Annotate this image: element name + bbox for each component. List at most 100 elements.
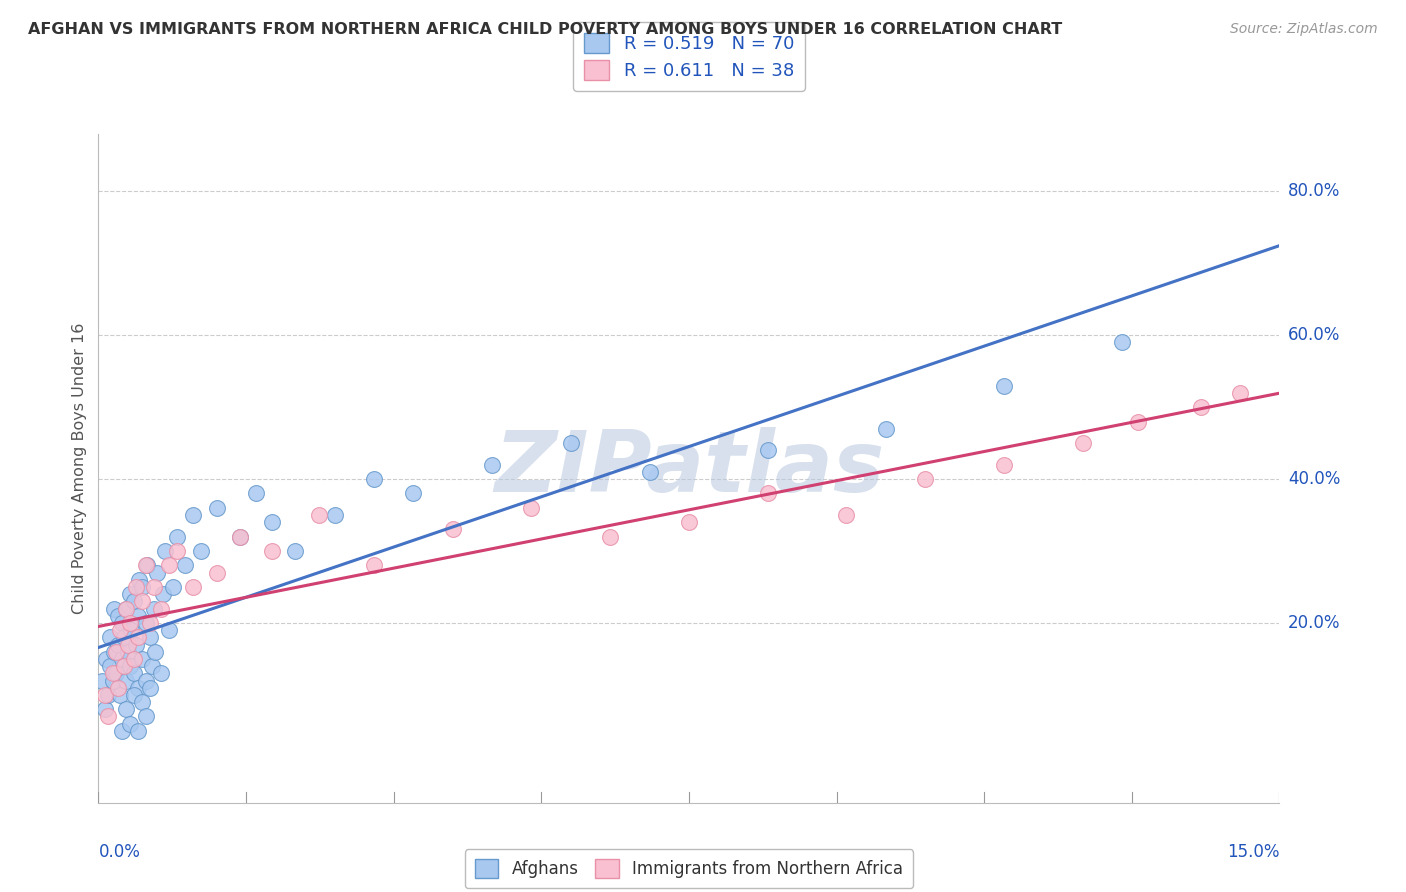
Text: 40.0%: 40.0% — [1288, 470, 1340, 488]
Point — [1111, 335, 1133, 350]
Point — [481, 458, 503, 472]
Point — [205, 500, 228, 515]
Point — [97, 688, 120, 702]
Point — [131, 580, 153, 594]
Point — [135, 673, 157, 688]
Point — [121, 623, 143, 637]
Point — [1071, 436, 1094, 450]
Point — [128, 573, 150, 587]
Point — [143, 645, 166, 659]
Point — [402, 486, 425, 500]
Point — [560, 436, 582, 450]
Point — [441, 523, 464, 537]
Point — [104, 645, 127, 659]
Point — [122, 652, 145, 666]
Point — [125, 638, 148, 652]
Point — [103, 601, 125, 615]
Point — [97, 709, 120, 723]
Point — [91, 673, 114, 688]
Point — [162, 580, 184, 594]
Point — [363, 558, 385, 573]
Point — [115, 601, 138, 615]
Point — [127, 723, 149, 738]
Point — [110, 623, 132, 637]
Point — [875, 422, 897, 436]
Point — [166, 530, 188, 544]
Point — [638, 465, 661, 479]
Text: 80.0%: 80.0% — [1288, 182, 1340, 201]
Point — [101, 666, 124, 681]
Point — [138, 681, 160, 695]
Point — [678, 515, 700, 529]
Point — [131, 652, 153, 666]
Y-axis label: Child Poverty Among Boys Under 16: Child Poverty Among Boys Under 16 — [72, 323, 87, 614]
Point — [205, 566, 228, 580]
Point — [155, 544, 177, 558]
Text: AFGHAN VS IMMIGRANTS FROM NORTHERN AFRICA CHILD POVERTY AMONG BOYS UNDER 16 CORR: AFGHAN VS IMMIGRANTS FROM NORTHERN AFRIC… — [28, 22, 1063, 37]
Point — [127, 681, 149, 695]
Point — [96, 652, 118, 666]
Point — [914, 472, 936, 486]
Point — [157, 623, 180, 637]
Text: 0.0%: 0.0% — [98, 843, 141, 861]
Text: 60.0%: 60.0% — [1288, 326, 1340, 344]
Point — [111, 652, 134, 666]
Point — [118, 659, 141, 673]
Point — [993, 458, 1015, 472]
Point — [152, 587, 174, 601]
Point — [111, 615, 134, 630]
Point — [135, 615, 157, 630]
Point — [98, 659, 121, 673]
Point — [260, 544, 283, 558]
Point — [107, 681, 129, 695]
Point — [363, 472, 385, 486]
Text: 15.0%: 15.0% — [1227, 843, 1279, 861]
Point — [993, 378, 1015, 392]
Point — [111, 723, 134, 738]
Point — [101, 673, 124, 688]
Point — [122, 594, 145, 608]
Point — [166, 544, 188, 558]
Point — [122, 688, 145, 702]
Point — [110, 688, 132, 702]
Point — [229, 530, 252, 544]
Point — [127, 608, 149, 623]
Text: Source: ZipAtlas.com: Source: ZipAtlas.com — [1230, 22, 1378, 37]
Point — [229, 530, 252, 544]
Point — [135, 558, 157, 573]
Point — [142, 580, 165, 594]
Point — [135, 709, 157, 723]
Point — [150, 666, 173, 681]
Point — [117, 645, 139, 659]
Point — [118, 587, 141, 601]
Point — [107, 608, 129, 623]
Point — [127, 631, 149, 645]
Point — [136, 558, 159, 573]
Point — [174, 558, 197, 573]
Point — [107, 638, 129, 652]
Legend: Afghans, Immigrants from Northern Africa: Afghans, Immigrants from Northern Africa — [465, 849, 912, 888]
Point — [520, 500, 543, 515]
Point — [115, 702, 138, 716]
Point — [131, 695, 153, 709]
Point — [141, 659, 163, 673]
Point — [93, 688, 115, 702]
Point — [260, 515, 283, 529]
Point — [284, 544, 307, 558]
Point — [98, 631, 121, 645]
Point — [122, 666, 145, 681]
Point — [323, 508, 346, 522]
Point — [146, 566, 169, 580]
Point — [835, 508, 858, 522]
Point — [150, 601, 173, 615]
Point — [125, 580, 148, 594]
Text: ZIPatlas: ZIPatlas — [494, 426, 884, 510]
Point — [112, 659, 135, 673]
Point — [115, 601, 138, 615]
Point — [181, 508, 204, 522]
Point — [1189, 400, 1212, 414]
Point — [1229, 385, 1251, 400]
Point — [131, 594, 153, 608]
Text: 20.0%: 20.0% — [1288, 614, 1340, 632]
Point — [142, 601, 165, 615]
